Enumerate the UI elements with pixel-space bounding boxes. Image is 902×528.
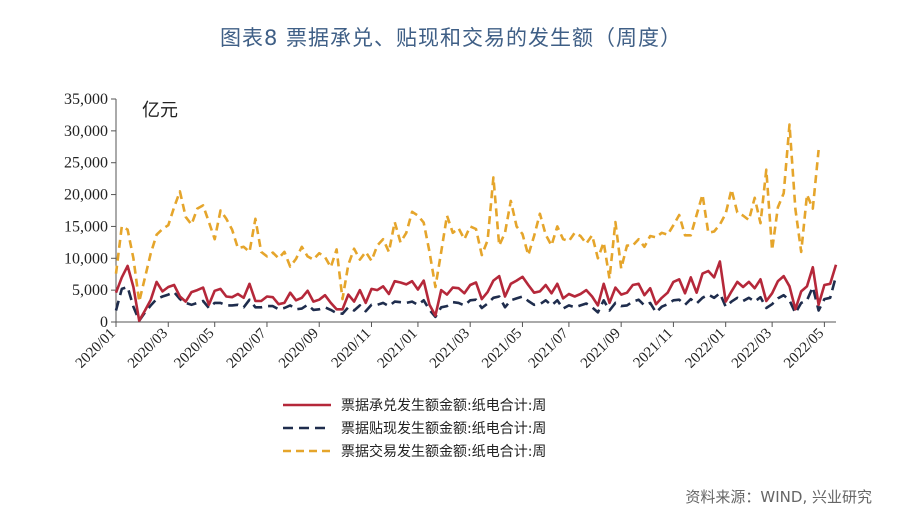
x-axis: 2020/01 2020/03 2020/05 2020/07 2020/09 2020/… — [73, 321, 836, 372]
x-tick-label: 2021/11 — [631, 326, 677, 372]
x-tick-label: 2020/01 — [73, 326, 119, 372]
series-line-3 — [114, 123, 820, 303]
y-tick-label: 0 — [100, 314, 108, 331]
series-line-1 — [114, 260, 838, 323]
x-tick-label: 2020/03 — [125, 326, 171, 372]
x-tick-label: 2021/07 — [526, 325, 572, 371]
x-tick-label: 2020/11 — [329, 326, 375, 372]
x-tick-label: 2022/05 — [781, 326, 827, 372]
legend-label-2: 票据贴现发生额金额:纸电合计:周 — [341, 421, 546, 437]
x-tick-label: 2021/01 — [375, 326, 421, 372]
y-tick-label: 10,000 — [64, 250, 108, 267]
y-tick-label: 35,000 — [64, 91, 108, 108]
chart-title: 图表8 票据承兑、贴现和交易的发生额（周度） — [219, 26, 683, 50]
y-tick-label: 30,000 — [64, 123, 108, 140]
x-tick-label: 2022/03 — [729, 326, 775, 372]
x-tick-label: 2020/05 — [171, 326, 217, 372]
y-tick-label: 15,000 — [64, 218, 108, 235]
x-tick-label: 2021/09 — [578, 326, 624, 372]
legend: 票据承兑发生额金额:纸电合计:周票据贴现发生额金额:纸电合计:周票据交易发生额金… — [283, 398, 546, 460]
unit-label: 亿元 — [142, 100, 178, 121]
y-axis: 0 5,000 10,000 15,000 20,000 25,000 30,000 35,0… — [64, 91, 117, 331]
y-tick-label: 20,000 — [64, 187, 108, 204]
x-tick-label: 2020/07 — [224, 325, 270, 371]
x-tick-label: 2021/05 — [479, 326, 525, 372]
source-note: 资料来源：WIND, 兴业研究 — [685, 488, 872, 506]
series-group — [114, 123, 838, 323]
legend-label-1: 票据承兑发生额金额:纸电合计:周 — [341, 398, 546, 414]
series-line-2 — [114, 275, 838, 323]
y-tick-label: 25,000 — [64, 155, 108, 172]
x-tick-label: 2022/01 — [682, 326, 728, 372]
legend-label-3: 票据交易发生额金额:纸电合计:周 — [341, 443, 546, 460]
x-tick-label: 2020/09 — [276, 326, 322, 372]
x-tick-label: 2021/03 — [427, 326, 473, 372]
y-tick-label: 5,000 — [72, 282, 108, 299]
